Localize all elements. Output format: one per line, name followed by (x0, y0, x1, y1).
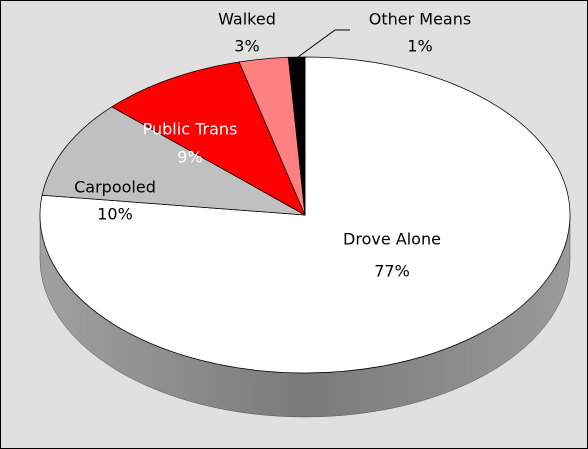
slice-value-label: 10% (97, 205, 133, 224)
slice-label: Carpooled (74, 178, 156, 197)
slice-label: Public Trans (143, 120, 238, 139)
leader-line (297, 29, 350, 58)
slice-value-label: 77% (374, 262, 410, 281)
pie-slice (41, 106, 306, 216)
slice-label: Drove Alone (343, 230, 441, 249)
pie-slice (287, 56, 306, 216)
slice-value-label: 1% (407, 37, 432, 56)
slice-value-label: 3% (234, 37, 259, 56)
pie-slice (111, 61, 306, 216)
slice-label: Walked (218, 10, 276, 29)
slice-value-label: 9% (177, 148, 202, 167)
slice-label: Other Means (369, 10, 471, 29)
